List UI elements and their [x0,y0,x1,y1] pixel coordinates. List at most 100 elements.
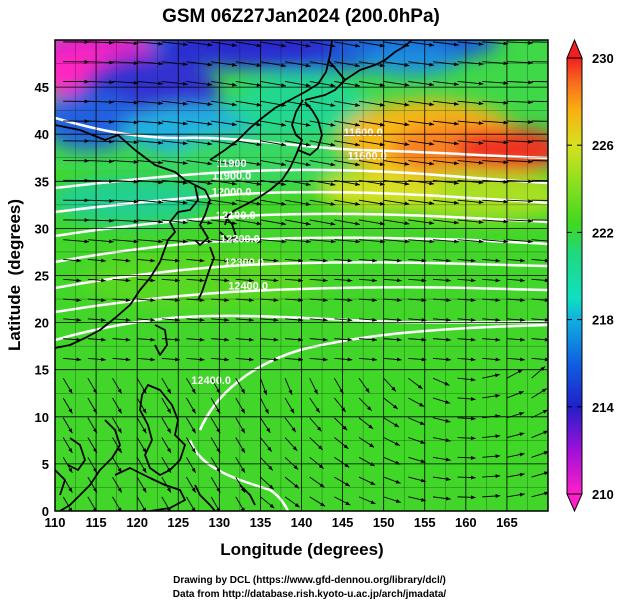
wind-vector-head [117,487,122,493]
contour-label: 12300.0 [224,257,264,269]
wind-vector-head [470,278,476,283]
wind-vector-head [553,239,558,243]
wind-vector-head [199,317,205,322]
wind-vector-head [454,239,459,244]
wind-vector-head [470,475,476,480]
wind-vector-head [445,400,451,404]
wind-vector-head [503,239,509,244]
wind-vector-head [305,142,311,147]
wind-vector-head [207,102,213,106]
wind-vector-head [528,199,533,204]
wind-vector-head [281,63,287,68]
wind-vector-head [84,79,90,84]
wind-vector-head [544,258,548,263]
wind-vector-head [142,408,147,414]
wind-vector-head [68,487,73,493]
wind-vector-head [240,448,245,454]
wind-vector-head [419,421,425,425]
wind-vector-head [109,139,114,144]
wind-vector-head [355,162,360,167]
wind-vector-head [158,239,164,244]
wind-vector-head [158,219,164,224]
wind-vector-head [369,443,375,448]
contour-label: 11600.0 [348,151,387,163]
wind-vector-head [372,337,377,342]
wind-vector-head [125,337,131,342]
wind-vector-head [478,220,484,224]
wind-vector-head [453,101,459,106]
wind-vector-head [166,408,171,414]
wind-vector-head [404,221,410,226]
wind-vector-head [404,161,410,166]
wind-vector-head [355,142,360,147]
y-tick-label: 35 [35,174,49,189]
wind-vector-head [347,258,353,263]
wind-vector-head [553,199,558,203]
wind-vector-head [224,278,230,283]
wind-vector-head [421,337,427,342]
wind-vector-head [355,122,360,127]
wind-vector-head [520,317,525,322]
wind-vector-head [420,440,426,444]
wind-vector-head [281,162,287,167]
wind-vector-head [543,471,548,476]
wind-vector-head [231,102,237,107]
wind-vector-head [478,200,484,205]
wind-vector-head [84,218,90,223]
wind-vector-head [68,507,73,511]
colorbar-tick-label: 214 [592,400,614,415]
wind-vector-head [445,477,451,481]
wind-vector-head [191,467,196,473]
wind-vector-head [543,430,548,435]
wind-vector-head [317,426,322,432]
wind-vector-head [182,62,188,67]
wind-vector-head [207,121,213,126]
wind-vector-head [84,139,90,143]
wind-vector-head [281,122,287,127]
wind-vector-head [478,42,484,46]
wind-vector-head [553,139,558,143]
y-tick-label: 15 [35,363,49,378]
wind-vector-head [158,41,164,46]
wind-vector-head [150,357,156,362]
wind-vector-head [273,357,279,362]
wind-vector-head [429,102,435,107]
coastlines [55,40,413,511]
wind-vector-head [322,278,328,283]
wind-vector-head [182,42,188,47]
contour-label: 11900 [217,158,247,170]
y-tick-label: 30 [35,221,49,236]
wind-vector-head [231,201,237,206]
wind-vector-head [444,381,450,386]
credit-data: Data from http://database.rish.kyoto-u.a… [172,589,447,600]
wind-vector-head [109,80,114,85]
x-tick-label: 130 [208,515,230,530]
x-tick-label: 125 [167,515,189,530]
wind-vector-head [503,219,509,224]
wind-vector-head [109,159,114,164]
wind-vector-head [446,258,451,263]
wind-vector-head [298,258,304,263]
wind-vector-head [446,317,451,322]
wind-vector-head [478,61,484,66]
wind-vector-head [453,220,459,225]
wind-vector-head [503,160,509,165]
wind-vector-head [68,448,73,454]
wind-vector-head [544,278,548,283]
wind-vector-head [396,357,402,362]
x-tick-label: 135 [250,515,272,530]
wind-vector-head [330,162,336,167]
wind-vector-head [478,160,484,165]
wind-vector-head [175,337,180,342]
wind-vector-head [109,119,114,124]
wind-vector-head [372,317,377,322]
wind-vector-head [495,434,501,439]
wind-vector-head [445,496,451,501]
wind-vector-head [355,182,360,186]
colorbar-tick-label: 218 [592,313,614,328]
wind-vector-head [68,408,73,414]
wind-vector-head [207,82,213,87]
wind-vector-head [306,239,311,244]
wind-vector-head [158,200,164,204]
y-axis-label: Latitude (degrees) [5,199,24,351]
